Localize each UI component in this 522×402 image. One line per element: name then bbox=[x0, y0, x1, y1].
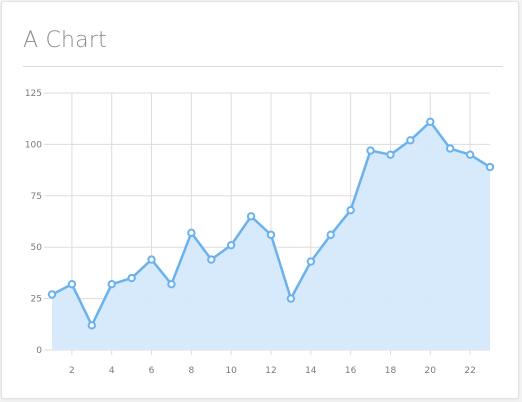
data-point bbox=[445, 144, 455, 153]
x-tick-label: 8 bbox=[188, 366, 194, 376]
chart-title: A Chart bbox=[23, 28, 107, 53]
data-point bbox=[127, 273, 136, 283]
data-point bbox=[306, 257, 316, 266]
x-tick-label: 6 bbox=[149, 366, 155, 376]
data-point bbox=[107, 280, 116, 289]
data-point bbox=[207, 255, 216, 264]
x-tick-label: 18 bbox=[385, 366, 397, 376]
data-point bbox=[386, 150, 395, 159]
data-point bbox=[426, 117, 435, 126]
data-point bbox=[406, 136, 415, 145]
y-tick-label: 125 bbox=[25, 89, 42, 99]
x-tick-label: 20 bbox=[425, 366, 437, 376]
data-point bbox=[47, 290, 57, 299]
data-point bbox=[485, 162, 495, 172]
data-point bbox=[187, 228, 196, 238]
data-point bbox=[326, 230, 335, 240]
data-point bbox=[266, 230, 276, 240]
y-tick-label: 100 bbox=[25, 140, 42, 150]
data-point bbox=[167, 280, 176, 289]
x-tick-label: 2 bbox=[69, 366, 75, 376]
data-point bbox=[246, 212, 256, 221]
x-tick-label: 14 bbox=[305, 366, 317, 376]
x-tick-label: 22 bbox=[464, 366, 475, 376]
data-point bbox=[465, 150, 475, 159]
title-divider bbox=[23, 66, 503, 67]
y-tick-label: 50 bbox=[31, 243, 43, 253]
x-tick-label: 4 bbox=[109, 366, 115, 376]
y-tick-label: 25 bbox=[31, 295, 42, 305]
y-tick-label: 0 bbox=[36, 346, 42, 356]
points-layer bbox=[47, 117, 495, 330]
y-axis: 0 25 50 75 100 125 bbox=[25, 89, 42, 356]
data-point bbox=[147, 255, 156, 264]
x-tick-label: 10 bbox=[225, 366, 237, 376]
y-tick-label: 75 bbox=[31, 192, 42, 202]
x-axis: 2 4 6 8 10 12 14 16 18 20 22 bbox=[69, 366, 476, 376]
x-tick-label: 12 bbox=[265, 366, 276, 376]
data-point bbox=[226, 240, 236, 250]
x-tick-label: 16 bbox=[345, 366, 357, 376]
data-point bbox=[67, 280, 77, 289]
data-point bbox=[346, 205, 355, 215]
data-point bbox=[366, 146, 375, 155]
data-point bbox=[87, 321, 97, 330]
data-point bbox=[286, 294, 296, 303]
